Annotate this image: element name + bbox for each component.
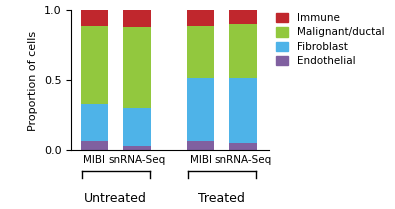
Bar [81, 141, 108, 150]
Bar [123, 108, 151, 146]
Bar [187, 141, 214, 150]
Bar [187, 26, 214, 78]
Bar [81, 26, 108, 104]
Bar [123, 27, 151, 108]
Text: Treated: Treated [198, 192, 245, 205]
Bar [187, 78, 214, 141]
Bar [81, 104, 108, 141]
Bar [187, 10, 214, 26]
Bar [229, 10, 257, 24]
Bar [123, 146, 151, 150]
Bar [229, 143, 257, 150]
Legend: Immune, Malignant/ductal, Fibroblast, Endothelial: Immune, Malignant/ductal, Fibroblast, En… [276, 13, 384, 66]
Bar [229, 78, 257, 143]
Bar [81, 10, 108, 26]
Bar [123, 10, 151, 27]
Bar [229, 24, 257, 78]
Text: Untreated: Untreated [84, 192, 147, 205]
Y-axis label: Proportion of cells: Proportion of cells [28, 30, 38, 131]
